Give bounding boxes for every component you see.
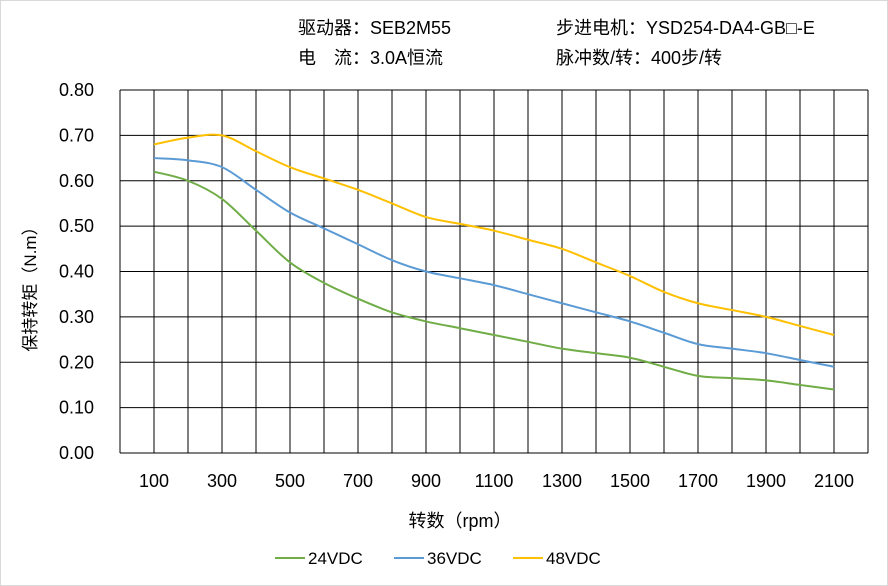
x-tick-label: 1500 (610, 471, 650, 491)
x-tick-label: 100 (139, 471, 169, 491)
driver-label: 驱动器：SEB2M55 (298, 18, 452, 38)
y-axis-label: 保持转矩（N.m） (21, 218, 40, 351)
x-tick-label: 500 (275, 471, 305, 491)
y-tick-label: 0.40 (59, 262, 94, 282)
series-line-24vdc (153, 170, 835, 391)
x-tick-label: 1300 (542, 471, 582, 491)
y-tick-label: 0.70 (59, 125, 94, 145)
pulses-label: 脉冲数/转：400步/转 (556, 48, 723, 68)
series-line-48vdc (153, 133, 835, 336)
x-tick-label: 1700 (678, 471, 718, 491)
y-tick-label: 0.30 (59, 307, 94, 327)
x-tick-label: 700 (343, 471, 373, 491)
y-tick-label: 0.10 (59, 398, 94, 418)
x-tick-label: 900 (411, 471, 441, 491)
x-tick-label: 1100 (475, 471, 514, 491)
y-tick-label: 0.60 (59, 171, 94, 191)
x-axis-label: 转数（rpm） (409, 511, 512, 531)
legend-label-36vdc: 36VDC (427, 549, 482, 568)
series-line-36vdc (153, 157, 835, 368)
legend-label-48vdc: 48VDC (546, 549, 601, 568)
y-tick-label: 0.80 (59, 80, 94, 100)
current-label: 电 流：3.0A恒流 (298, 48, 444, 68)
x-tick-label: 2100 (814, 471, 854, 491)
y-tick-label: 0.20 (59, 352, 94, 372)
x-tick-label: 300 (207, 471, 237, 491)
x-tick-label: 1900 (746, 471, 786, 491)
legend-label-24vdc: 24VDC (308, 549, 363, 568)
y-tick-label: 0.50 (59, 216, 94, 236)
y-tick-label: 0.00 (59, 443, 94, 463)
motor-label: 步进电机：YSD254-DA4-GB□-E (556, 18, 815, 38)
